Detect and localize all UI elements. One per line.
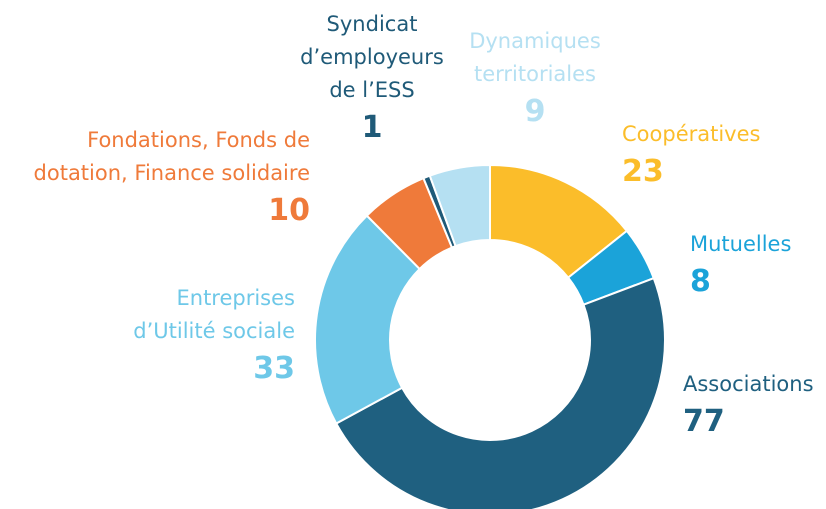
- category-name: Coopératives: [622, 122, 761, 146]
- value-label: 1: [361, 110, 383, 145]
- value-label: 33: [253, 351, 295, 386]
- slice-label: Dynamiques territoriales 9: [455, 25, 615, 133]
- category-name: Syndicat d’employeurs de l’ESS: [300, 12, 444, 102]
- slice-label: Associations 77: [683, 368, 823, 443]
- value-label: 9: [524, 94, 546, 129]
- category-name: Dynamiques territoriales: [469, 29, 601, 86]
- value-label: 77: [683, 404, 725, 439]
- category-name: Mutuelles: [690, 232, 792, 256]
- slice-label: Coopératives 23: [622, 118, 822, 193]
- slice-label: Syndicat d’employeurs de l’ESS 1: [292, 8, 452, 149]
- value-label: 23: [622, 154, 664, 189]
- donut-slice: [314, 214, 422, 425]
- value-label: 10: [268, 193, 310, 228]
- slice-label: Entreprises d’Utilité sociale 33: [95, 282, 295, 390]
- value-label: 8: [690, 264, 711, 299]
- slice-label: Mutuelles 8: [690, 228, 820, 303]
- category-name: Fondations, Fonds de dotation, Finance s…: [33, 128, 310, 185]
- category-name: Associations: [683, 372, 814, 396]
- slice-label: Fondations, Fonds de dotation, Finance s…: [0, 124, 310, 232]
- donut-slice: [334, 276, 666, 509]
- category-name: Entreprises d’Utilité sociale: [133, 286, 295, 343]
- donut-slice: [428, 163, 491, 248]
